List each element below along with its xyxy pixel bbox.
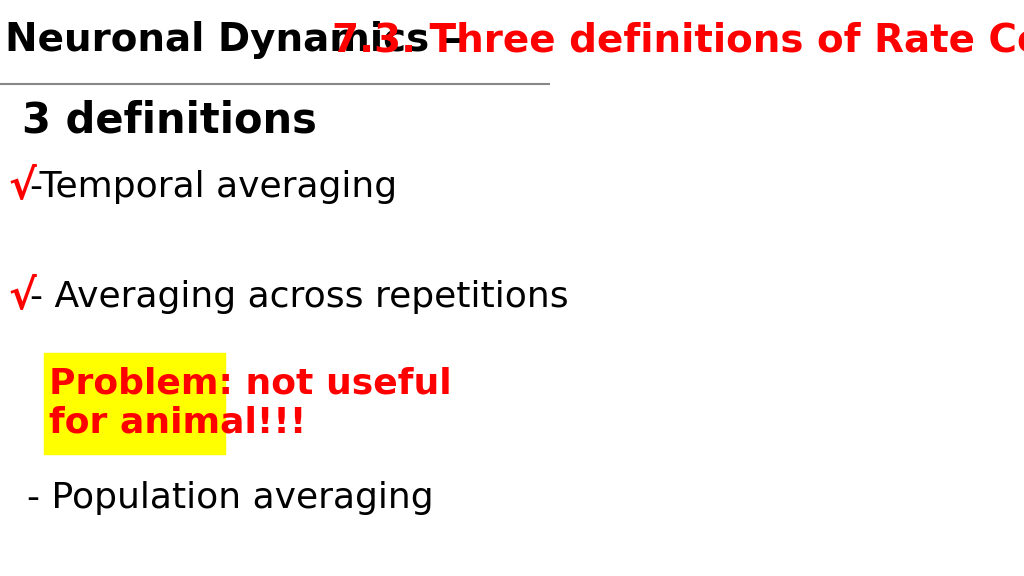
Text: -Temporal averaging: -Temporal averaging: [31, 170, 397, 204]
Text: √: √: [8, 166, 36, 208]
FancyBboxPatch shape: [44, 353, 225, 454]
Text: - Averaging across repetitions: - Averaging across repetitions: [31, 279, 569, 314]
Text: Neuronal Dynamics –: Neuronal Dynamics –: [5, 21, 476, 59]
Text: 3 definitions: 3 definitions: [22, 100, 316, 142]
Text: 7.3. Three definitions of Rate Codes: 7.3. Three definitions of Rate Codes: [332, 21, 1024, 59]
Text: Problem: not useful
for animal!!!: Problem: not useful for animal!!!: [49, 366, 453, 440]
Text: - Population averaging: - Population averaging: [28, 481, 434, 516]
Text: √: √: [8, 276, 36, 317]
